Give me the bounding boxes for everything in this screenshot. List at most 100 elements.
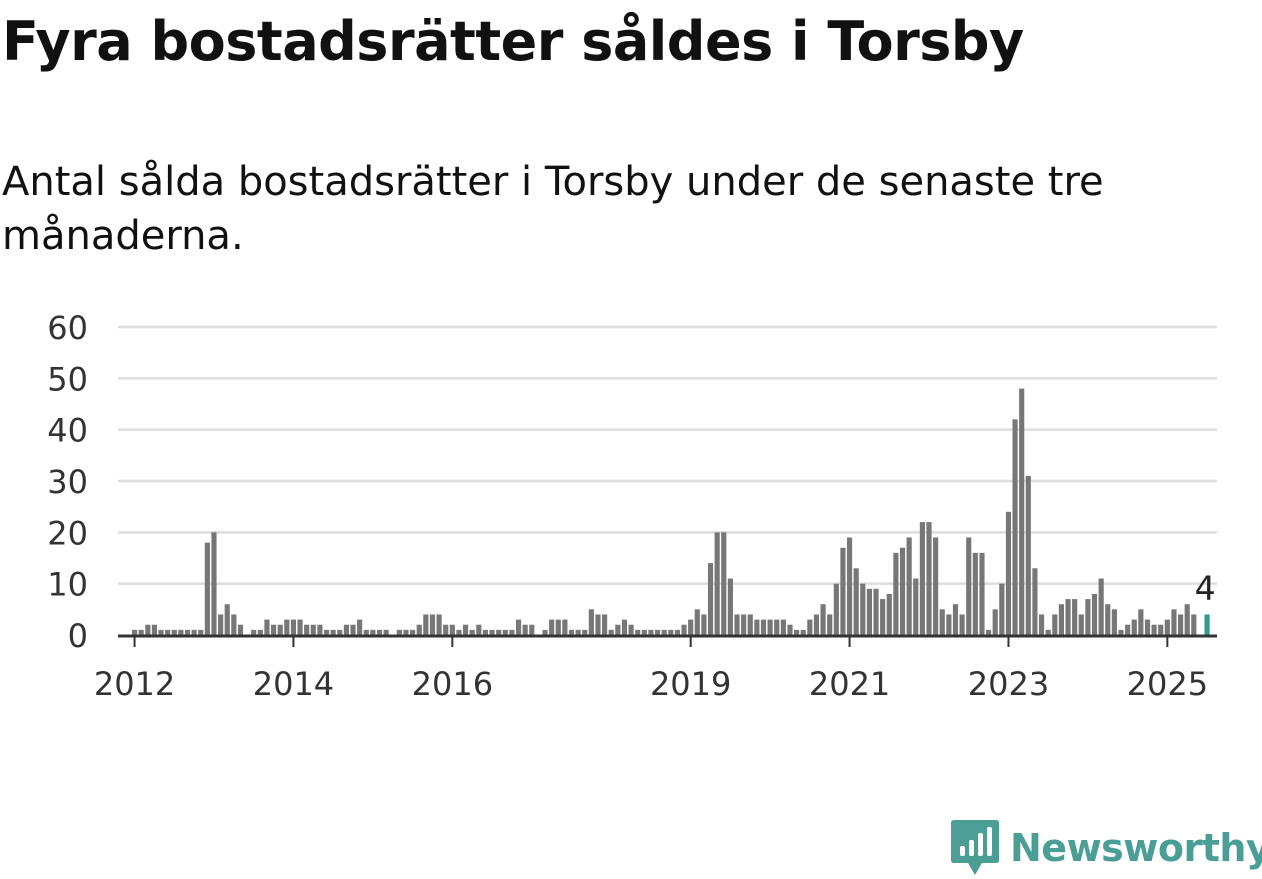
bar xyxy=(1078,614,1084,635)
bar xyxy=(1191,614,1197,635)
bar xyxy=(1091,593,1098,635)
bar xyxy=(747,614,753,635)
bar xyxy=(734,614,740,635)
bar xyxy=(628,624,634,635)
bar xyxy=(231,614,237,635)
bar xyxy=(350,624,356,635)
bar xyxy=(509,629,515,635)
bar xyxy=(1178,614,1184,635)
bar xyxy=(237,624,244,635)
bar xyxy=(211,532,217,635)
bar xyxy=(1072,599,1078,635)
bar xyxy=(410,629,416,635)
x-tick-label: 2014 xyxy=(253,665,334,703)
bar xyxy=(323,629,330,635)
bar xyxy=(886,593,892,635)
y-tick-label: 0 xyxy=(68,617,88,655)
bar xyxy=(919,522,925,635)
bar xyxy=(608,629,614,635)
bar xyxy=(1012,419,1018,635)
bar xyxy=(1052,614,1058,635)
bar xyxy=(343,624,349,635)
bar xyxy=(429,614,436,635)
bar xyxy=(443,624,449,635)
bar xyxy=(456,629,462,635)
y-axis-ticks: 0 10 20 30 40 50 60 xyxy=(47,309,88,655)
bar xyxy=(721,532,727,635)
bar xyxy=(1105,604,1111,635)
bar xyxy=(257,629,263,635)
bar xyxy=(178,629,184,635)
bar xyxy=(1131,619,1137,635)
bar xyxy=(959,614,965,635)
x-tick-label: 2016 xyxy=(412,665,493,703)
bar xyxy=(1098,578,1104,635)
x-tick-label: 2012 xyxy=(94,665,175,703)
bar xyxy=(1045,629,1051,635)
y-tick-label: 10 xyxy=(47,566,88,604)
bar xyxy=(727,578,733,635)
bar xyxy=(131,629,138,635)
bar xyxy=(198,629,204,635)
gridlines xyxy=(118,325,1217,585)
bar xyxy=(462,624,469,635)
bar xyxy=(1204,614,1210,635)
bar xyxy=(1025,475,1031,635)
bar xyxy=(1111,609,1117,635)
highlight-value-label: 4 xyxy=(1195,568,1216,607)
bar xyxy=(972,552,978,635)
bar xyxy=(251,629,257,635)
bar xyxy=(860,583,866,635)
bar xyxy=(986,629,992,635)
bar xyxy=(271,624,277,635)
bar xyxy=(1019,388,1025,635)
bar xyxy=(807,619,813,635)
bar xyxy=(1138,609,1144,635)
bar xyxy=(1085,599,1091,635)
bar xyxy=(138,629,144,635)
bar xyxy=(1144,619,1151,635)
bar xyxy=(224,604,230,635)
bar xyxy=(184,629,191,635)
bar xyxy=(714,532,720,635)
bar xyxy=(800,629,806,635)
bar xyxy=(813,614,820,635)
bar xyxy=(979,552,985,635)
bar xyxy=(820,604,826,635)
bar xyxy=(304,624,310,635)
bar xyxy=(767,619,773,635)
bar xyxy=(588,609,594,635)
bar xyxy=(1038,614,1045,635)
bar xyxy=(1184,604,1190,635)
bar xyxy=(476,624,482,635)
chart-subtitle: Antal sålda bostadsrätter i Torsby under… xyxy=(2,159,1104,259)
bar xyxy=(873,588,879,635)
bar xyxy=(284,619,290,635)
bar xyxy=(376,629,383,635)
bar xyxy=(899,547,906,635)
bar xyxy=(310,624,316,635)
bar xyxy=(707,563,714,635)
bar xyxy=(436,614,442,635)
bar xyxy=(396,629,402,635)
bar xyxy=(264,619,270,635)
bar xyxy=(966,537,972,635)
bar xyxy=(515,619,522,635)
bar xyxy=(151,624,157,635)
bar xyxy=(575,629,581,635)
bar xyxy=(502,629,508,635)
bar xyxy=(780,619,786,635)
bar xyxy=(370,629,376,635)
bar xyxy=(866,588,872,635)
bar xyxy=(827,614,833,635)
bar xyxy=(529,624,535,635)
bar xyxy=(754,619,760,635)
bar xyxy=(774,619,780,635)
y-tick-label: 50 xyxy=(47,360,88,398)
x-tick-label: 2019 xyxy=(650,665,731,703)
bar xyxy=(893,552,899,635)
bar xyxy=(880,599,886,635)
bar xyxy=(449,624,455,635)
bar xyxy=(635,629,641,635)
